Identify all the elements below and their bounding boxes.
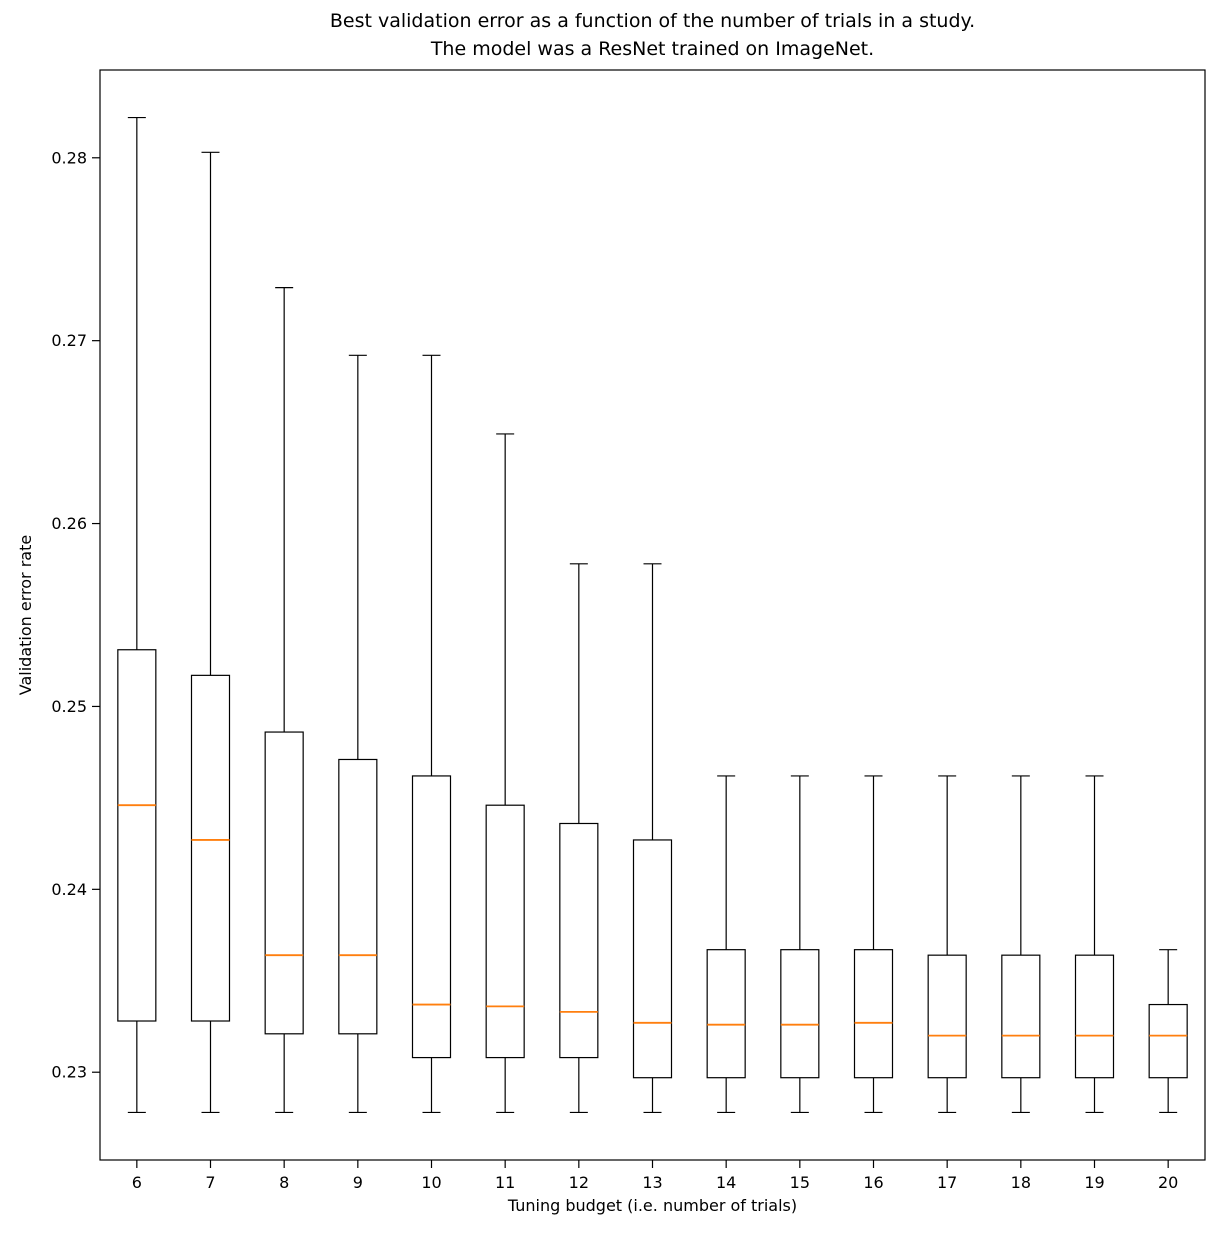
x-tick-label: 15 bbox=[790, 1173, 810, 1192]
iqr-box bbox=[853, 949, 894, 1079]
x-tick-label: 9 bbox=[353, 1173, 363, 1192]
box-group-11 bbox=[485, 433, 525, 1114]
iqr-box bbox=[485, 804, 525, 1059]
x-tick-label: 19 bbox=[1084, 1173, 1104, 1192]
box-group-12 bbox=[559, 563, 599, 1114]
box-group-19 bbox=[1074, 775, 1115, 1114]
box-group-6 bbox=[117, 116, 157, 1114]
iqr-box bbox=[338, 758, 378, 1035]
iqr-box bbox=[190, 674, 231, 1022]
iqr-box bbox=[632, 839, 673, 1079]
box-group-16 bbox=[853, 775, 894, 1114]
box-group-20 bbox=[1148, 949, 1188, 1114]
box-group-10 bbox=[411, 354, 452, 1114]
x-tick-label: 18 bbox=[1011, 1173, 1031, 1192]
box-group-9 bbox=[338, 354, 378, 1114]
x-tick-label: 12 bbox=[569, 1173, 589, 1192]
chart-title-line1: Best validation error as a function of t… bbox=[329, 10, 976, 32]
iqr-box bbox=[780, 949, 820, 1079]
x-tick-label: 16 bbox=[863, 1173, 883, 1192]
iqr-box bbox=[559, 822, 599, 1059]
y-tick-label: 0.25 bbox=[51, 697, 87, 716]
box-group-8 bbox=[264, 287, 304, 1114]
x-tick-label: 13 bbox=[642, 1173, 662, 1192]
iqr-box bbox=[1074, 954, 1115, 1079]
iqr-box bbox=[927, 954, 967, 1079]
y-tick-label: 0.23 bbox=[51, 1063, 87, 1082]
y-tick-label: 0.24 bbox=[51, 880, 87, 899]
box-group-17 bbox=[927, 775, 967, 1114]
iqr-box bbox=[411, 775, 452, 1059]
x-tick-label: 20 bbox=[1158, 1173, 1178, 1192]
x-tick-label: 14 bbox=[716, 1173, 736, 1192]
box-group-18 bbox=[1001, 775, 1041, 1114]
chart-title: Best validation error as a function of t… bbox=[100, 8, 1205, 63]
y-tick-label: 0.28 bbox=[51, 148, 87, 167]
box-group-13 bbox=[632, 563, 673, 1114]
chart-title-line2: The model was a ResNet trained on ImageN… bbox=[430, 37, 875, 60]
y-tick-label: 0.27 bbox=[51, 331, 87, 350]
iqr-box bbox=[117, 649, 157, 1022]
box-group-15 bbox=[780, 775, 820, 1114]
x-tick-label: 11 bbox=[495, 1173, 515, 1192]
x-axis-label: Tuning budget (i.e. number of trials) bbox=[507, 1196, 798, 1215]
box-group-14 bbox=[706, 775, 746, 1114]
iqr-box bbox=[706, 949, 746, 1079]
box-group-7 bbox=[190, 151, 231, 1114]
y-axis: 0.23 0.24 0.25 0.26 0.27 0.28 bbox=[51, 148, 100, 1082]
x-tick-label: 10 bbox=[421, 1173, 441, 1192]
x-tick-label: 6 bbox=[132, 1173, 142, 1192]
x-axis: 6 7 8 9 10 11 12 13 14 15 16 17 18 19 20 bbox=[132, 1160, 1178, 1192]
x-tick-label: 8 bbox=[279, 1173, 289, 1192]
y-axis-label: Validation error rate bbox=[16, 534, 35, 696]
x-tick-label: 17 bbox=[937, 1173, 957, 1192]
iqr-box bbox=[1148, 1003, 1188, 1079]
x-tick-label: 7 bbox=[205, 1173, 215, 1192]
iqr-box bbox=[264, 731, 304, 1035]
y-tick-label: 0.26 bbox=[51, 514, 87, 533]
iqr-box bbox=[1001, 954, 1041, 1079]
